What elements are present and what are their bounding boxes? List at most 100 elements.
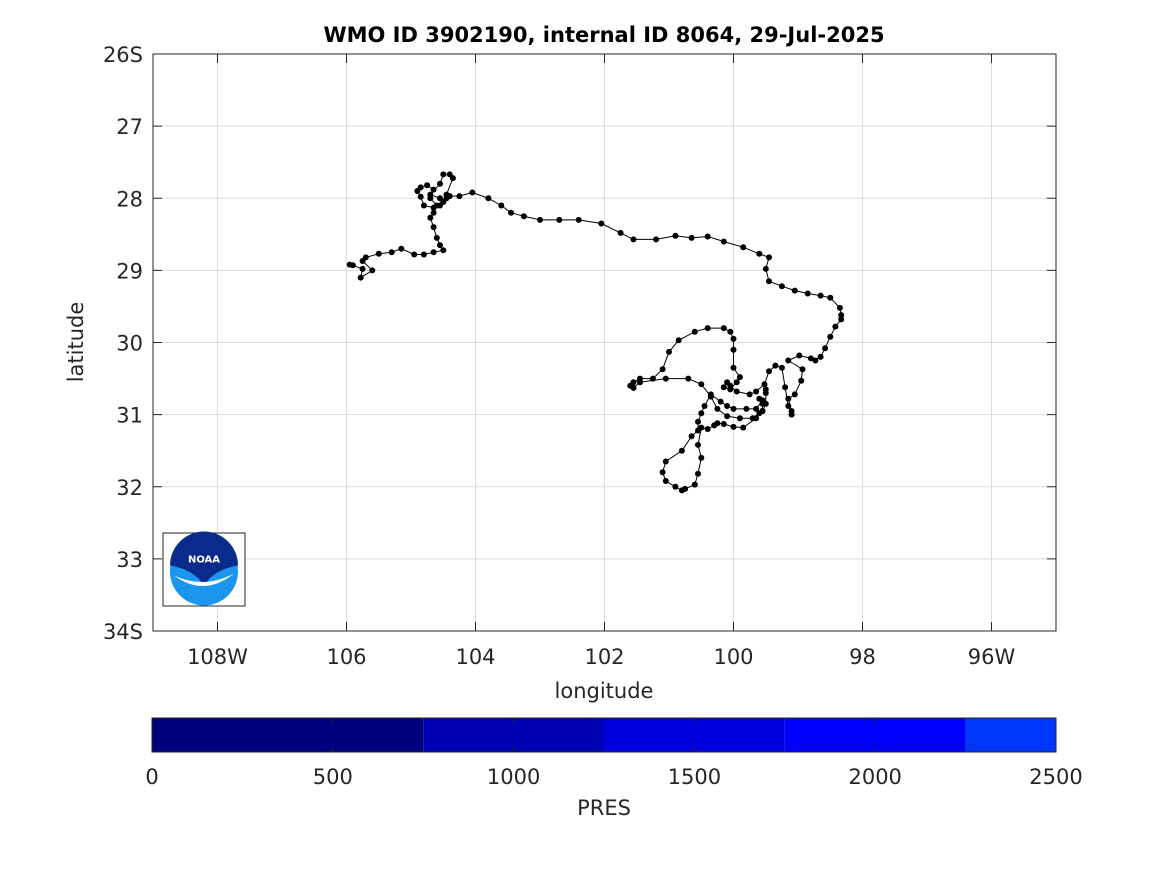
- profile-point: [662, 375, 669, 382]
- profile-point: [730, 346, 737, 353]
- profile-point: [836, 304, 843, 311]
- profile-point: [430, 204, 437, 211]
- profile-point: [649, 375, 656, 382]
- profile-point: [675, 337, 682, 344]
- profile-point: [388, 249, 395, 256]
- colorbar-tick-label: 0: [145, 765, 158, 789]
- profile-point: [753, 415, 760, 422]
- profile-point: [695, 418, 701, 425]
- profile-point: [736, 374, 743, 381]
- profile-point: [691, 328, 698, 335]
- colorbar-tick-label: 2000: [848, 765, 901, 789]
- profile-point: [772, 362, 779, 369]
- colorbar-label: PRES: [577, 796, 631, 820]
- profile-point: [398, 245, 405, 252]
- profile-point: [485, 195, 492, 202]
- profile-point: [437, 180, 443, 187]
- profile-point: [662, 458, 669, 465]
- profile-point: [414, 188, 421, 194]
- profile-point: [759, 408, 766, 414]
- profile-point: [411, 251, 418, 258]
- profile-point: [766, 254, 772, 261]
- x-tick-label: 108W: [187, 645, 248, 669]
- profile-point: [812, 357, 819, 364]
- profile-point: [720, 325, 727, 332]
- y-tick-label: 26S: [103, 43, 143, 67]
- profile-point: [446, 171, 453, 178]
- y-tick-label: 34S: [103, 620, 143, 644]
- profile-point: [707, 391, 714, 398]
- profile-point: [662, 478, 669, 484]
- profile-point: [785, 395, 792, 402]
- profile-point: [424, 182, 431, 189]
- profile-point: [653, 236, 660, 243]
- logo-text: NOAA: [188, 555, 220, 566]
- y-axis-label: latitude: [64, 302, 88, 383]
- y-tick-label: 31: [116, 404, 143, 428]
- profile-point: [440, 171, 447, 178]
- profile-point: [357, 274, 364, 281]
- profile-point: [799, 366, 806, 373]
- profile-point: [359, 265, 366, 272]
- x-tick-label: 104: [455, 645, 495, 669]
- colorbar-ticks: 0 500 1000 1500 2000 2500: [145, 718, 1083, 789]
- profile-point: [730, 405, 737, 412]
- profile-point: [714, 420, 721, 427]
- profile-point: [720, 238, 727, 245]
- profile-point: [456, 193, 463, 200]
- profile-point: [724, 413, 731, 420]
- profile-point: [717, 398, 724, 405]
- colorbar-tick-label: 1000: [487, 765, 540, 789]
- chart-title: WMO ID 3902190, internal ID 8064, 29-Jul…: [323, 23, 884, 47]
- logo-sky: [170, 531, 238, 586]
- profile-point: [420, 251, 427, 258]
- profile-point: [617, 229, 624, 236]
- profile-point: [724, 403, 731, 409]
- profile-point: [672, 232, 679, 239]
- profile-point: [807, 355, 814, 362]
- profile-point: [785, 403, 792, 409]
- profile-point: [678, 447, 685, 454]
- profile-point: [417, 193, 424, 200]
- profile-point: [691, 481, 698, 488]
- profile-point: [537, 216, 543, 223]
- profile-point: [701, 403, 708, 409]
- colorbar-segment: [784, 718, 966, 752]
- profile-point: [369, 267, 376, 274]
- profile-point: [796, 352, 803, 359]
- profile-point: [727, 386, 734, 393]
- x-tick-label: 102: [584, 645, 624, 669]
- profile-point: [688, 234, 695, 241]
- x-tick-label: 98: [849, 645, 876, 669]
- profile-point: [761, 381, 768, 388]
- colorbar-segment: [423, 718, 604, 752]
- profile-point: [362, 254, 369, 261]
- profile-point: [430, 186, 437, 193]
- noaa-logo: NOAA: [162, 531, 246, 607]
- profile-point: [822, 345, 829, 352]
- profile-point: [743, 405, 750, 412]
- x-axis-ticks: 108W 106 104 102 100 98 96W: [187, 54, 1015, 669]
- profile-point: [469, 189, 476, 196]
- profile-point: [838, 316, 845, 323]
- profile-point: [698, 381, 705, 388]
- profile-point: [666, 348, 672, 355]
- profile-point: [430, 249, 437, 256]
- profile-point: [698, 424, 705, 431]
- y-tick-label: 27: [116, 115, 143, 139]
- profile-point: [762, 386, 769, 393]
- profile-point: [672, 483, 679, 490]
- profile-point: [817, 353, 824, 360]
- profile-point: [427, 214, 434, 221]
- profile-point: [766, 278, 772, 285]
- profile-point: [427, 191, 434, 198]
- profile-point: [688, 433, 695, 440]
- profile-point: [685, 375, 692, 382]
- profile-point: [704, 426, 711, 432]
- colorbar-segment: [152, 718, 424, 752]
- profile-point: [782, 384, 789, 391]
- profile-point: [778, 283, 785, 290]
- profile-point: [740, 424, 747, 431]
- profile-point: [704, 233, 711, 240]
